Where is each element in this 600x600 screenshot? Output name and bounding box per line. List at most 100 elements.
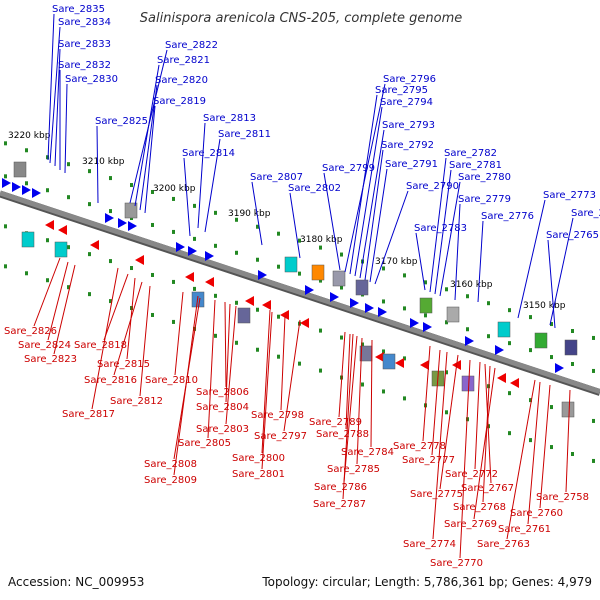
bottom-leader-line — [33, 257, 61, 327]
forward-gene — [22, 185, 31, 195]
forward-gene — [330, 292, 339, 302]
bottom-leader-line — [356, 337, 363, 465]
bottom-gene-label: Sare_2803 — [196, 424, 249, 435]
track-tick — [214, 210, 217, 215]
bottom-gene-label: Sare_2785 — [327, 464, 380, 475]
gene-block — [13, 161, 27, 178]
bottom-leader-line — [459, 359, 471, 559]
track-tick — [571, 362, 574, 367]
gene-block — [561, 401, 575, 418]
top-gene-label: Sare_2830 — [65, 74, 118, 85]
track-tick — [529, 348, 532, 353]
bottom-gene-label: Sare_2808 — [144, 459, 197, 470]
bottom-gene-label: Sare_2816 — [84, 375, 137, 386]
track-tick — [445, 320, 448, 325]
bottom-gene-label: Sare_2817 — [62, 409, 115, 420]
top-gene-label: Sare_2792 — [381, 140, 434, 151]
gene-block — [534, 332, 548, 349]
forward-gene — [305, 285, 314, 295]
track-tick — [319, 245, 322, 250]
top-gene-label: Sare_2791 — [385, 159, 438, 170]
track-tick — [46, 278, 49, 283]
top-leader-line — [323, 172, 341, 271]
bottom-leader-line — [91, 267, 119, 410]
bottom-gene-label: Sare_2761 — [498, 524, 551, 535]
gene-block — [284, 256, 298, 273]
bottom-gene-label: Sare_2769 — [444, 519, 497, 530]
bottom-gene-label: Sare_2805 — [178, 438, 231, 449]
reverse-gene — [135, 255, 144, 265]
top-leader-line — [54, 48, 61, 167]
gene-block — [419, 297, 433, 314]
bottom-leader-line — [139, 285, 151, 397]
track-tick — [382, 266, 385, 271]
gene-block — [54, 241, 68, 258]
top-leader-line — [374, 190, 409, 285]
track-tick — [319, 368, 322, 373]
top-gene-label: Sare_2795 — [375, 85, 428, 96]
bottom-leader-line — [343, 335, 358, 483]
track-tick — [235, 300, 238, 305]
kbp-label: 3200 kbp — [153, 184, 196, 194]
top-leader-line — [64, 83, 68, 174]
bottom-gene-label: Sare_2826 — [4, 326, 57, 337]
bottom-gene-label: Sare_2812 — [110, 396, 163, 407]
kbp-label: 3160 kbp — [450, 280, 493, 290]
top-gene-label: Sare_2779 — [458, 194, 511, 205]
track-tick — [298, 271, 301, 276]
track-tick — [403, 356, 406, 361]
track-tick — [403, 306, 406, 311]
top-gene-label: Sare_2833 — [58, 39, 111, 50]
bottom-leader-line — [225, 303, 231, 403]
track-tick — [256, 347, 259, 352]
top-gene-label: Sare_2811 — [218, 129, 271, 140]
track-tick — [403, 273, 406, 278]
track-tick — [466, 294, 469, 299]
track-tick — [508, 341, 511, 346]
track-tick — [508, 308, 511, 313]
reverse-gene — [420, 360, 429, 370]
track-tick — [256, 307, 259, 312]
track-tick — [172, 196, 175, 201]
top-gene-label: Sare_2781 — [449, 160, 502, 171]
top-gene-label: Sare_2825 — [95, 116, 148, 127]
top-leader-line — [369, 168, 388, 283]
track-tick — [88, 202, 91, 207]
bottom-gene-label: Sare_2806 — [196, 387, 249, 398]
bottom-leader-line — [225, 305, 237, 425]
top-leader-line — [434, 169, 452, 295]
track-tick — [235, 340, 238, 345]
track-tick — [529, 315, 532, 320]
genome-summary-text: Topology: circular; Length: 5,786,361 bp… — [261, 575, 592, 589]
track-tick — [4, 174, 7, 179]
forward-gene — [258, 270, 267, 280]
track-tick — [67, 195, 70, 200]
track-tick — [4, 264, 7, 269]
reverse-gene — [58, 225, 67, 235]
bottom-gene-label: Sare_2760 — [510, 508, 563, 519]
top-gene-label: Sare_2783 — [414, 223, 467, 234]
track-tick — [277, 314, 280, 319]
bottom-gene-label: Sare_2818 — [74, 340, 127, 351]
track-tick — [550, 445, 553, 450]
gene-block — [564, 339, 578, 356]
track-tick — [88, 169, 91, 174]
track-tick — [571, 452, 574, 457]
top-gene-label: Sare_2782 — [444, 148, 497, 159]
top-leader-line — [429, 157, 447, 293]
bottom-gene-label: Sare_2804 — [196, 402, 249, 413]
forward-gene — [365, 303, 374, 313]
bottom-leader-line — [482, 365, 491, 503]
kbp-label: 3170 kbp — [375, 257, 418, 267]
top-leader-line — [47, 13, 55, 161]
track-tick — [277, 354, 280, 359]
track-tick — [382, 299, 385, 304]
reverse-gene — [300, 318, 309, 328]
bottom-gene-label: Sare_2801 — [232, 469, 285, 480]
reverse-gene — [185, 272, 194, 282]
bottom-leader-line — [506, 379, 536, 540]
track-tick — [214, 243, 217, 248]
track-tick — [277, 231, 280, 236]
bottom-gene-label: Sare_2810 — [145, 375, 198, 386]
top-leader-line — [364, 149, 384, 281]
